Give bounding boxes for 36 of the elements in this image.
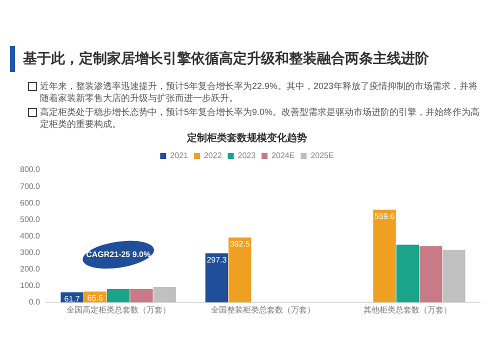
bar [130,288,153,302]
y-tick-label: 800.0 [20,165,41,174]
y-tick-label: 700.0 [20,182,41,191]
x-tick-label: 其他柜类总套数（万套） [364,305,452,314]
y-tick-label: 200.0 [20,264,41,274]
text: 高定柜类处于稳步增长态势中，预计5年复合增长率为9.0%。改善型需求是驱动市场进阶的引擎，并始终作为高定柜类的重要构成。 [39,106,481,130]
legend-label: 2021 [170,151,189,160]
bar [153,287,176,302]
bar [107,288,130,302]
bar [419,246,442,302]
x-tick-label: 全国高定柜类总套数（万套） [66,305,170,314]
bar [228,237,252,302]
bar [396,244,420,302]
legend-label: 2023 [238,151,256,160]
x-tick-label: 全国整装柜类总套数（万套） [211,305,316,314]
text: 近年来，整装渗透率迅速提升，预计5年复合增长率为22.9%。其中，2023年释放了疫情抑制的市场需求，并将随着家装新零售大店的升级与扩张而进一步跃升。 [39,80,479,104]
y-tick-label: 300.0 [20,248,41,257]
y-tick-label: 600.0 [20,198,41,208]
y-tick-label: 0.0 [28,298,41,307]
y-tick-label: 100.0 [20,281,41,290]
legend-label: 2025E [310,151,334,160]
legend-label: 2024E [272,151,295,160]
annotation: CAGR21-25 9.0% [86,250,151,259]
bar [442,250,466,302]
data-label: 297.3 [206,255,228,264]
data-label: 559.6 [374,212,396,221]
data-label: 61.7 [64,294,80,304]
data-label: 65.6 [87,294,104,303]
chart-subtitle: 基于此，定制家居增长引擎依循高定升级和整装融合两条主线进阶 [23,50,429,68]
bar [205,253,228,302]
chart-title: 定制柜类套数规模变化趋势 [186,132,307,144]
y-tick-label: 500.0 [20,214,41,224]
y-tick-label: 400.0 [20,231,41,240]
bar [373,210,396,302]
legend-label: 2022 [204,151,222,160]
data-label: 392.5 [230,240,250,249]
